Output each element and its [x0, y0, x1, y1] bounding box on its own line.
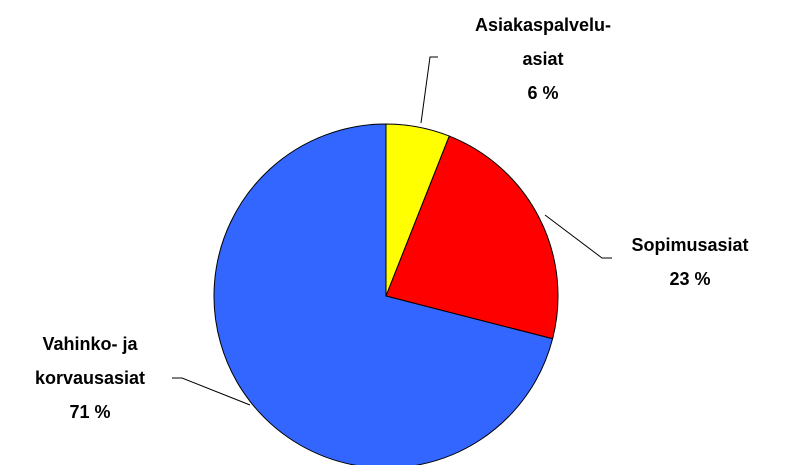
category-label: Sopimusasiat — [631, 235, 749, 255]
slice-label: Sopimusasiat 23 % — [580, 228, 794, 296]
pie-slice — [385, 135, 559, 340]
value-label: 23 % — [669, 269, 711, 289]
value-label: 71 % — [69, 402, 111, 422]
value-label: 6 % — [527, 83, 559, 103]
slice-label: Vahinko- ja korvausasiat 71 % — [0, 327, 200, 429]
leader-line — [172, 377, 251, 406]
category-label: Asiakaspalvelu- asiat — [474, 15, 612, 69]
leader-line — [544, 214, 612, 259]
pie-slice — [213, 123, 554, 465]
slice-label: Asiakaspalvelu- asiat 6 % — [433, 8, 653, 110]
leader-line — [420, 56, 438, 124]
category-label: Vahinko- ja korvausasiat — [34, 334, 146, 388]
